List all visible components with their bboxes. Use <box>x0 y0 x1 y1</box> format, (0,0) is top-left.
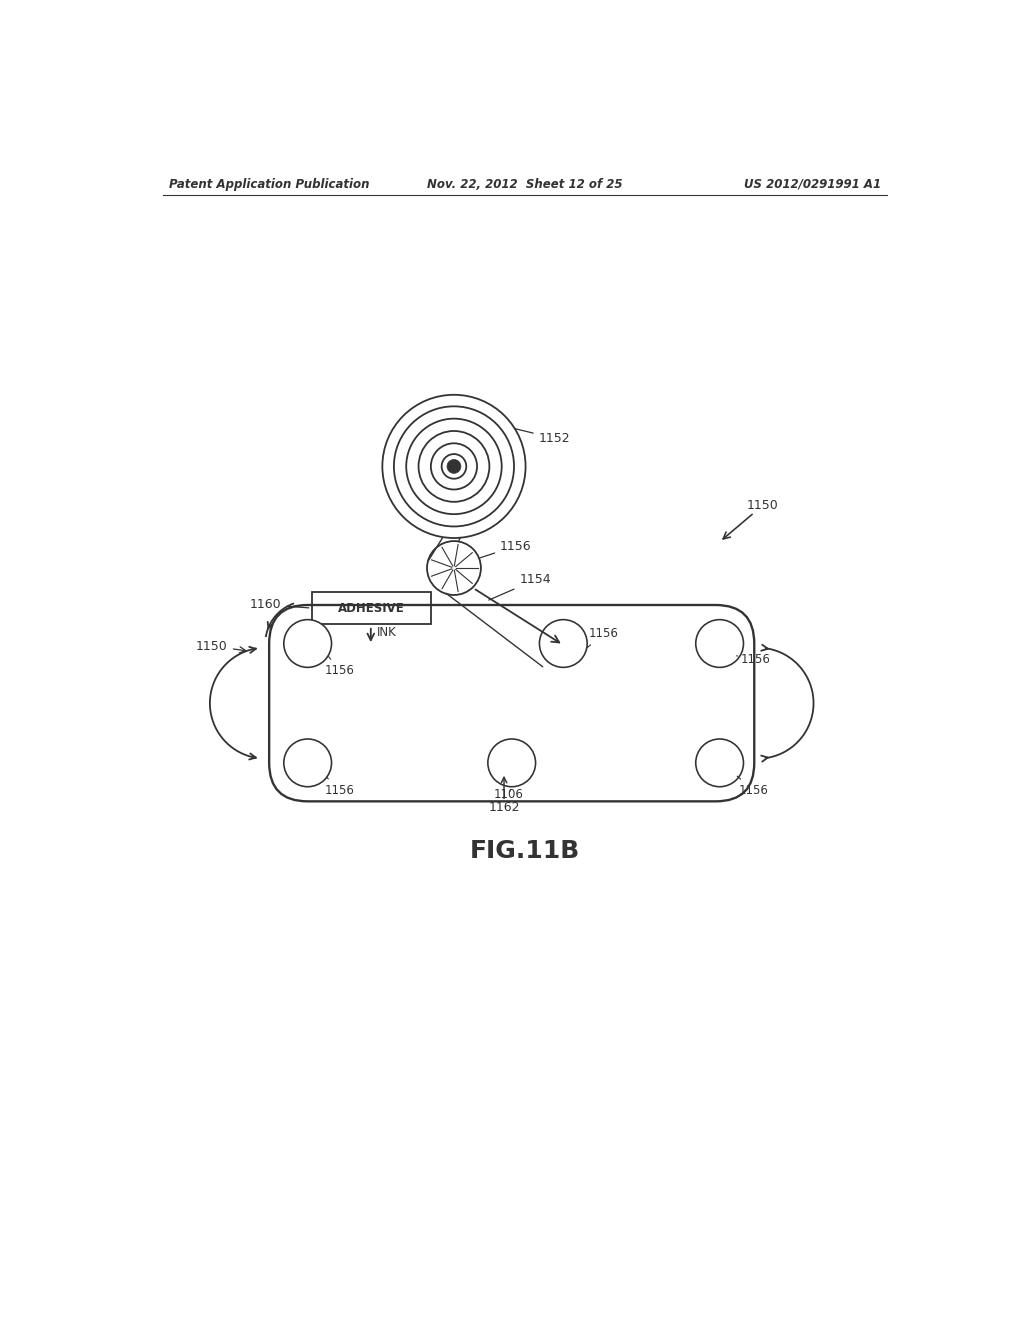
Text: Nov. 22, 2012  Sheet 12 of 25: Nov. 22, 2012 Sheet 12 of 25 <box>427 178 623 190</box>
Circle shape <box>695 619 743 668</box>
Text: 1156: 1156 <box>479 540 531 558</box>
Circle shape <box>487 739 536 787</box>
Text: FIG.11B: FIG.11B <box>470 840 580 863</box>
Text: ADHESIVE: ADHESIVE <box>338 602 404 615</box>
Circle shape <box>284 619 332 668</box>
Text: 1156: 1156 <box>325 777 354 797</box>
Text: 1160: 1160 <box>250 598 309 611</box>
Circle shape <box>447 459 461 474</box>
Circle shape <box>540 619 587 668</box>
Text: 1162: 1162 <box>488 801 520 814</box>
Text: 1156: 1156 <box>587 627 618 648</box>
Text: 1150: 1150 <box>196 640 246 653</box>
FancyBboxPatch shape <box>311 591 431 624</box>
Text: 1156: 1156 <box>737 776 769 797</box>
Text: 1154: 1154 <box>488 573 551 601</box>
Text: 1106: 1106 <box>494 788 524 800</box>
Text: 1152: 1152 <box>514 429 570 445</box>
Text: 1156: 1156 <box>325 656 354 677</box>
Text: INK: INK <box>377 626 396 639</box>
Text: Patent Application Publication: Patent Application Publication <box>169 178 370 190</box>
Circle shape <box>427 541 481 595</box>
Text: 1150: 1150 <box>746 499 778 512</box>
Text: US 2012/0291991 A1: US 2012/0291991 A1 <box>744 178 882 190</box>
Circle shape <box>284 739 332 787</box>
Text: 1156: 1156 <box>736 653 770 665</box>
Circle shape <box>695 739 743 787</box>
